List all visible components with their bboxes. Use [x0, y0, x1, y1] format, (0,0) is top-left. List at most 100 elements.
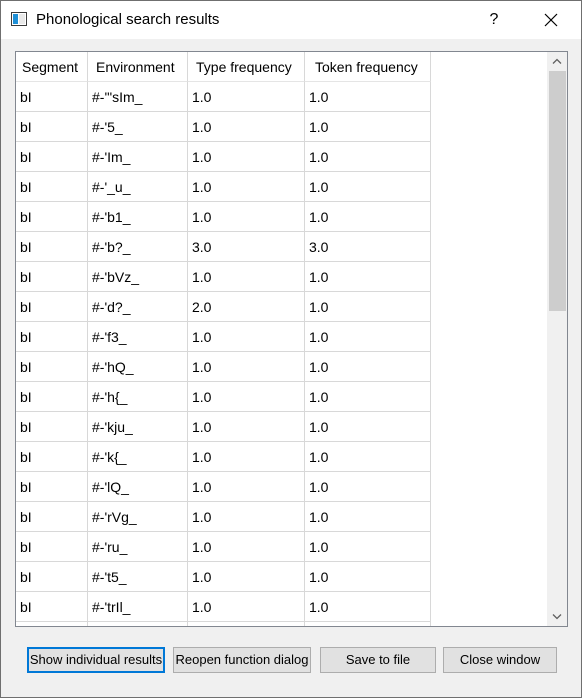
cell-environment[interactable]: #-'k{_ — [88, 442, 188, 472]
cell-token-frequency[interactable]: 1.0 — [305, 442, 431, 472]
column-header-token-frequency[interactable]: Token frequency — [305, 52, 431, 82]
column-header-segment[interactable]: ﹀ Segment — [16, 52, 88, 82]
cell-type-frequency[interactable] — [188, 622, 305, 626]
cell-environment[interactable]: #-'ru_ — [88, 532, 188, 562]
cell-segment[interactable]: bI — [16, 382, 88, 412]
cell-segment[interactable]: bI — [16, 442, 88, 472]
cell-environment[interactable]: #-'h{_ — [88, 382, 188, 412]
cell-segment[interactable] — [16, 622, 88, 626]
cell-type-frequency[interactable]: 1.0 — [188, 562, 305, 592]
cell-environment[interactable]: #-'f3_ — [88, 322, 188, 352]
close-button[interactable] — [533, 5, 569, 35]
cell-type-frequency[interactable]: 2.0 — [188, 292, 305, 322]
cell-environment[interactable]: #-'"sIm_ — [88, 82, 188, 112]
cell-token-frequency[interactable]: 1.0 — [305, 82, 431, 112]
results-table[interactable]: ﹀ Segment Environment Type frequency Tok… — [15, 51, 568, 627]
cell-type-frequency[interactable]: 1.0 — [188, 262, 305, 292]
cell-segment[interactable]: bI — [16, 322, 88, 352]
title-bar[interactable]: Phonological search results ? — [1, 1, 581, 39]
help-icon: ? — [489, 11, 499, 28]
cell-token-frequency[interactable]: 1.0 — [305, 322, 431, 352]
scroll-up-button[interactable] — [547, 52, 567, 70]
cell-segment[interactable]: bI — [16, 112, 88, 142]
cell-environment[interactable]: #-'lQ_ — [88, 472, 188, 502]
scroll-down-button[interactable] — [547, 608, 567, 626]
close-window-button[interactable]: Close window — [443, 647, 557, 673]
cell-environment[interactable]: #-'trIl_ — [88, 592, 188, 622]
cell-segment[interactable]: bI — [16, 472, 88, 502]
cell-environment[interactable]: #-'bVz_ — [88, 262, 188, 292]
cell-token-frequency[interactable]: 1.0 — [305, 472, 431, 502]
cell-segment[interactable]: bI — [16, 292, 88, 322]
column-header-label: Token frequency — [315, 59, 418, 75]
save-to-file-button[interactable]: Save to file — [320, 647, 436, 673]
cell-segment[interactable]: bI — [16, 232, 88, 262]
cell-token-frequency[interactable]: 1.0 — [305, 292, 431, 322]
cell-environment[interactable]: #-'Im_ — [88, 142, 188, 172]
scroll-thumb[interactable] — [549, 71, 566, 311]
cell-type-frequency[interactable]: 1.0 — [188, 202, 305, 232]
cell-environment[interactable] — [88, 622, 188, 626]
cell-token-frequency[interactable]: 1.0 — [305, 502, 431, 532]
cell-token-frequency[interactable]: 1.0 — [305, 262, 431, 292]
cell-segment[interactable]: bI — [16, 142, 88, 172]
cell-type-frequency[interactable]: 1.0 — [188, 502, 305, 532]
cell-segment[interactable]: bI — [16, 592, 88, 622]
cell-environment[interactable]: #-'kju_ — [88, 412, 188, 442]
cell-type-frequency[interactable]: 1.0 — [188, 592, 305, 622]
vertical-scrollbar[interactable] — [547, 52, 567, 626]
cell-segment[interactable]: bI — [16, 262, 88, 292]
cell-token-frequency[interactable]: 1.0 — [305, 532, 431, 562]
cell-segment[interactable]: bI — [16, 172, 88, 202]
help-button[interactable]: ? — [479, 5, 509, 35]
sort-indicator-icon: ﹀ — [46, 52, 55, 56]
cell-token-frequency[interactable]: 1.0 — [305, 112, 431, 142]
cell-type-frequency[interactable]: 1.0 — [188, 352, 305, 382]
cell-token-frequency[interactable]: 1.0 — [305, 382, 431, 412]
cell-token-frequency[interactable]: 1.0 — [305, 202, 431, 232]
cell-type-frequency[interactable]: 1.0 — [188, 322, 305, 352]
cell-token-frequency[interactable]: 1.0 — [305, 592, 431, 622]
cell-type-frequency[interactable]: 1.0 — [188, 172, 305, 202]
reopen-function-dialog-button[interactable]: Reopen function dialog — [173, 647, 311, 673]
cell-type-frequency[interactable]: 1.0 — [188, 532, 305, 562]
cell-segment[interactable]: bI — [16, 502, 88, 532]
cell-token-frequency[interactable] — [305, 622, 431, 626]
cell-type-frequency[interactable]: 1.0 — [188, 412, 305, 442]
cell-environment[interactable]: #-'b1_ — [88, 202, 188, 232]
cell-environment[interactable]: #-'5_ — [88, 112, 188, 142]
cell-token-frequency[interactable]: 1.0 — [305, 172, 431, 202]
column-header-environment[interactable]: Environment — [88, 52, 188, 82]
cell-segment[interactable]: bI — [16, 352, 88, 382]
cell-environment[interactable]: #-'b?_ — [88, 232, 188, 262]
window-title: Phonological search results — [36, 11, 220, 28]
cell-segment[interactable]: bI — [16, 82, 88, 112]
cell-environment[interactable]: #-'hQ_ — [88, 352, 188, 382]
cell-environment[interactable]: #-'_u_ — [88, 172, 188, 202]
chevron-up-icon — [552, 58, 562, 64]
cell-token-frequency[interactable]: 1.0 — [305, 412, 431, 442]
app-window-icon — [11, 12, 27, 26]
cell-segment[interactable]: bI — [16, 532, 88, 562]
cell-type-frequency[interactable]: 1.0 — [188, 382, 305, 412]
cell-token-frequency[interactable]: 3.0 — [305, 232, 431, 262]
cell-type-frequency[interactable]: 1.0 — [188, 112, 305, 142]
cell-segment[interactable]: bI — [16, 562, 88, 592]
show-individual-results-button[interactable]: Show individual results — [27, 647, 165, 673]
cell-type-frequency[interactable]: 1.0 — [188, 472, 305, 502]
cell-type-frequency[interactable]: 1.0 — [188, 142, 305, 172]
cell-type-frequency[interactable]: 3.0 — [188, 232, 305, 262]
cell-token-frequency[interactable]: 1.0 — [305, 142, 431, 172]
column-header-type-frequency[interactable]: Type frequency — [188, 52, 305, 82]
cell-type-frequency[interactable]: 1.0 — [188, 442, 305, 472]
cell-token-frequency[interactable]: 1.0 — [305, 562, 431, 592]
cell-environment[interactable]: #-'d?_ — [88, 292, 188, 322]
cell-token-frequency[interactable]: 1.0 — [305, 352, 431, 382]
cell-segment[interactable]: bI — [16, 412, 88, 442]
cell-segment[interactable]: bI — [16, 202, 88, 232]
cell-environment[interactable]: #-'t5_ — [88, 562, 188, 592]
cell-environment[interactable]: #-'rVg_ — [88, 502, 188, 532]
cell-type-frequency[interactable]: 1.0 — [188, 82, 305, 112]
chevron-down-icon — [552, 614, 562, 620]
